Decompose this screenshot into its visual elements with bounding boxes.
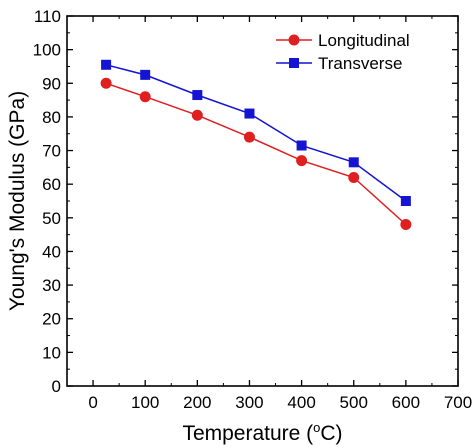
y-tick-label: 0 [52,377,61,396]
y-tick-label: 110 [34,7,61,26]
y-tick-label: 60 [42,175,61,194]
data-point-transverse [101,59,112,70]
data-point-transverse [140,69,151,80]
x-tick-label: 400 [287,393,315,412]
legend: Longitudinal Transverse [276,31,410,73]
data-point-transverse [244,108,255,119]
series-line-longitudinal [105,82,407,226]
legend-marker-transverse [289,58,299,68]
y-tick-label: 100 [33,41,61,60]
data-point-transverse [348,157,359,168]
y-tick-label: 90 [42,74,61,93]
data-point-longitudinal [191,109,203,121]
legend-label-longitudinal: Longitudinal [318,31,410,50]
x-tick-label: 200 [183,393,211,412]
data-point-transverse [192,90,203,101]
y-tick-label: 40 [42,242,61,261]
x-axis-label-end: C) [320,422,342,445]
x-tick-label: 300 [235,393,263,412]
x-tick-label: 0 [88,393,97,412]
y-tick-label: 70 [42,142,61,161]
tick-labels: 0 10 20 30 40 50 60 70 80 90 100 110 0 100 200 300 400 50… [33,7,473,412]
x-axis-label: Temperature (oC) [182,420,342,445]
data-point-longitudinal [243,131,255,143]
y-tick-label: 10 [42,343,61,362]
plot-frame [66,15,459,387]
data-point-longitudinal [400,219,412,231]
x-tick-label: 700 [444,393,472,412]
legend-marker-longitudinal [288,34,300,46]
x-axis-label-main: Temperature ( [182,422,313,445]
data-point-longitudinal [100,77,112,89]
data-point-transverse [400,196,411,206]
y-tick-label: 50 [42,209,61,228]
y-tick-label: 20 [42,310,61,329]
x-tick-label: 500 [340,393,368,412]
series-layer [100,59,412,231]
series-line-transverse [105,64,407,202]
y-tick-label: 80 [42,108,61,127]
data-point-longitudinal [296,155,308,167]
data-point-longitudinal [139,91,151,103]
y-axis-label: Young's Modulus (GPa) [6,91,29,311]
data-point-longitudinal [348,171,360,183]
x-tick-label: 600 [392,393,420,412]
legend-label-transverse: Transverse [318,54,402,73]
data-point-transverse [296,140,307,151]
x-tick-label: 100 [131,393,159,412]
x-axis-label-superscript: o [313,420,320,435]
y-tick-label: 30 [42,276,61,295]
